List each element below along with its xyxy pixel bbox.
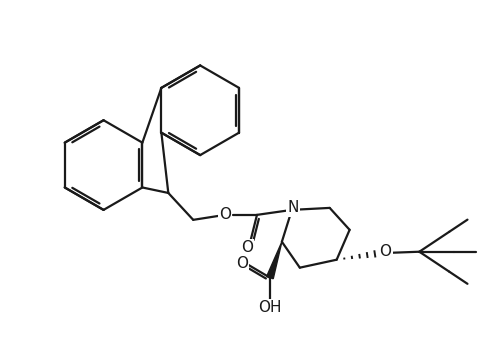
Text: N: N	[287, 200, 298, 215]
Text: O: O	[219, 207, 231, 223]
Text: OH: OH	[258, 300, 281, 315]
Polygon shape	[266, 242, 282, 279]
Text: O: O	[380, 244, 392, 259]
Text: O: O	[241, 240, 253, 255]
Text: O: O	[236, 256, 248, 271]
